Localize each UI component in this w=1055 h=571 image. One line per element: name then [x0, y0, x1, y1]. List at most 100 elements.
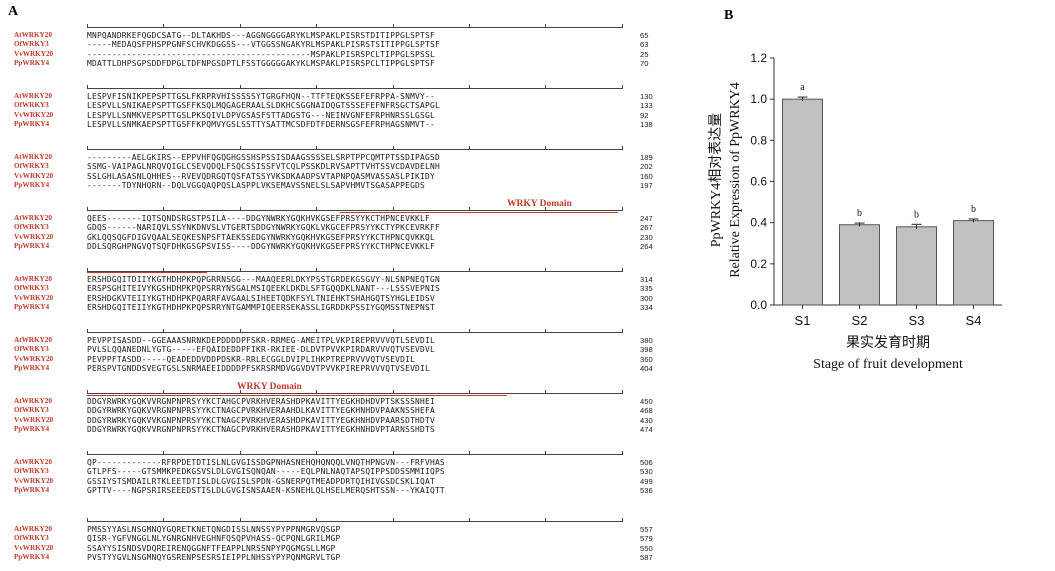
x-tick-label: S3 [909, 313, 925, 328]
ruler-tick [163, 518, 165, 522]
ruler-tick [469, 451, 470, 455]
sequence-position: 202 [640, 162, 653, 172]
alignment-row: AtWRKY20 PEVPPISASDD--GGEAAASNRNKDEPDDDDP… [0, 336, 700, 345]
sequence-position: 300 [640, 293, 653, 303]
sequence-position: 530 [640, 467, 653, 477]
alignment-row: VvWRKY20 GSSIYSTSMDAILRTKLEETDTISLDLGVGIS… [0, 477, 700, 486]
species-label: OfWRKY3 [14, 101, 49, 110]
sequence-text: DDGYRWRKYGQKVVKGNPNPRSYYKCTNAGCPVRKHVERA… [87, 415, 435, 425]
species-label: OfWRKY3 [14, 345, 49, 354]
y-tick-label: 0.4 [750, 216, 767, 230]
alignment-row: VvWRKY20 SSAYYSISNDSVDQREIRENQGGNFTFEAPPL… [0, 544, 700, 553]
y-tick-label: 0.8 [750, 133, 767, 147]
species-label: PpWRKY4 [14, 119, 50, 128]
alignment-block: AtWRKY20 QEES-------IQTSQNDSRGSTPSILA----… [0, 207, 700, 260]
ruler-tick [545, 268, 547, 272]
panel-b-letter: B [724, 8, 734, 23]
sequence-position: 430 [640, 415, 653, 425]
sequence-text: MNPQANDRKEFQGDCSATG--DLTAKHDS---AGGNGGGG… [87, 31, 435, 40]
species-label: OfWRKY3 [14, 406, 49, 415]
ruler-tick [239, 268, 241, 272]
ruler-tick [163, 390, 165, 394]
ruler-tick [392, 329, 394, 333]
alignment-row: PpWRKY4 GPTTV----NGPSRIRSEEEDSTISLDLGVGIS… [0, 486, 700, 495]
y-tick-label: 0.2 [750, 257, 767, 271]
sequence-text: LESPVFISNIKPEPSPTTGSLFKRPRVHISSSSSYTGRGF… [87, 92, 435, 101]
panel-b-expression-chart: B 0.0 0.2 0.4 0.6 0.8 1.0 1.2 a S1 b S2 b S3 b S4 PpWRK… [700, 0, 1055, 569]
alignment-row: AtWRKY20 LESPVFISNIKPEPSPTTGSLFKRPRVHISSS… [0, 92, 700, 101]
ruler-tick [469, 329, 470, 333]
sequence-text: PERSPVTGNDDSVEGTGSLSNRMAEEIDDDDPFSKRSRMD… [87, 363, 430, 373]
bar-s4 [953, 220, 994, 306]
alignment-row: OfWRKY3 GDQS------NARIQVLSSYNKDNVSLVTGERT… [0, 223, 700, 232]
species-label: PpWRKY4 [14, 552, 50, 561]
sequence-position: 474 [640, 424, 653, 434]
sequence-text: PVSTYYGVLNSGMNQYGSRENPSESRSIEIPPLNHSSYPY… [87, 552, 341, 562]
ruler-tick [163, 85, 165, 89]
ruler-tick [316, 85, 318, 89]
y-tick-label: 1.2 [750, 51, 767, 65]
species-label: PpWRKY4 [14, 424, 50, 433]
alignment-row: AtWRKY20 DDGYRWRKYGQKVVRGNPNPRSYYKCTAHGCP… [0, 397, 700, 406]
ruler-tick [87, 451, 88, 455]
sequence-position: 404 [640, 363, 653, 373]
alignment-block: AtWRKY20 ERSHDGQITDIIYKGTHDHPKPQPGRRNSGG-… [0, 268, 700, 321]
sequence-text: DDGYRWRKYGQKVVRGNPNPRSYYKCTNAGCPVRKHVERA… [87, 406, 435, 416]
alignment-row: PpWRKY4 MDATTLDHPSGPSDDFDPGLTDFNPGSDPTLFS… [0, 59, 700, 68]
panel-a-sequence-alignment: A AtWRKY20 MNPQANDRKEFQGDCSATG--DLTAKHDS-… [0, 4, 700, 562]
species-label: OfWRKY3 [14, 40, 49, 49]
species-label: PpWRKY4 [14, 58, 50, 67]
species-label: VvWRKY20 [14, 293, 54, 302]
ruler-tick [87, 518, 88, 522]
ruler-tick [87, 24, 88, 28]
ruler-tick [469, 268, 470, 272]
species-label: VvWRKY20 [14, 354, 54, 363]
x-axis-label-en: Stage of fruit development [813, 357, 963, 372]
sequence-position: 550 [640, 543, 653, 553]
sequence-position: 579 [640, 534, 653, 544]
ruler-tick [469, 390, 470, 394]
species-label: VvWRKY20 [14, 232, 54, 241]
alignment-ruler [87, 85, 623, 91]
alignment-row: PpWRKY4 PVSTYYGVLNSGMNQYGSRENPSESRSIEIPPL… [0, 553, 700, 562]
significance-letter: b [971, 204, 976, 215]
sequence-text: GDQS------NARIQVLSSYNKDNVSLVTGERTSDDGYNW… [87, 223, 440, 233]
species-label: VvWRKY20 [14, 171, 54, 180]
alignment-ruler [87, 207, 623, 213]
species-label: AtWRKY20 [14, 458, 52, 466]
sequence-text: DDGYRWRKYGQKVVRGNPNPRSYYKCTAHGCPVRKHVERA… [87, 397, 435, 406]
panel-a-letter: A [8, 4, 19, 19]
alignment-row: OfWRKY3 -----MEDAQSFPHSPPGNFSCHVKDGGSS---… [0, 40, 700, 49]
species-label: AtWRKY20 [14, 31, 52, 39]
x-axis-label-cn: 果实发育时期 [846, 335, 930, 351]
sequence-text: -----MEDAQSFPHSPPGNFSCHVKDGGSS---VTGGSSN… [87, 40, 440, 50]
species-label: PpWRKY4 [14, 180, 50, 189]
sequence-text: ERSPSGHITEIVYKGSHDHPKPQPSRRYNSGALMSIQEEK… [87, 284, 440, 294]
sequence-text: QP-------------RFRPDETDTISLNLGVGISSDGPNH… [87, 458, 445, 467]
ruler-tick [621, 24, 623, 28]
sequence-text: PMSSYYASLNSGMNQYGQRETKNETQNGDISSLNNSSYPY… [87, 525, 341, 534]
sequence-text: QISR-YGFVNGGLNLYGNRGNHVEGHNFQSQPVHASS-QC… [87, 534, 341, 544]
sequence-text: ----------------------------------------… [87, 49, 435, 59]
sequence-position: 160 [640, 171, 653, 181]
species-label: VvWRKY20 [14, 543, 54, 552]
species-label: AtWRKY20 [14, 525, 52, 533]
sequence-text: LESPVLLSNIKAEPSPTTGSFFKSQLMQGAGERAALSLDK… [87, 101, 440, 111]
sequence-position: 197 [640, 180, 653, 190]
species-label: PpWRKY4 [14, 241, 50, 250]
alignment-row: AtWRKY20 QP-------------RFRPDETDTISLNLGVG… [0, 458, 700, 467]
sequence-text: GPTTV----NGPSRIRSEEEDSTISLDLGVGISNSAAEN-… [87, 485, 445, 495]
alignment-row: OfWRKY3 GTLPFS-----GTSMMKPEDKGSVSLDLGVGIS… [0, 467, 700, 476]
alignment-row: OfWRKY3 LESPVLLSNIKAEPSPTTGSFFKSQLMQGAGER… [0, 101, 700, 110]
sequence-text: SSAYYSISNDSVDQREIRENQGGNFTFEAPPLNRSSNPYP… [87, 543, 336, 553]
alignment-ruler [87, 390, 623, 396]
alignment-row: OfWRKY3 DDGYRWRKYGQKVVRGNPNPRSYYKCTNAGCPV… [0, 406, 700, 415]
sequence-text: ---------AELGKIRS--EPPVHFQGQGHGSSHSPSSIS… [87, 153, 440, 162]
species-label: AtWRKY20 [14, 92, 52, 100]
sequence-text: MDATTLDHPSGPSDDFDPGLTDFNPGSDPTLFSSTGGGGG… [87, 58, 435, 68]
species-label: OfWRKY3 [14, 223, 49, 232]
ruler-tick [469, 24, 470, 28]
sequence-position: 247 [640, 214, 653, 223]
sequence-position: 65 [640, 31, 649, 40]
species-label: OfWRKY3 [14, 284, 49, 293]
